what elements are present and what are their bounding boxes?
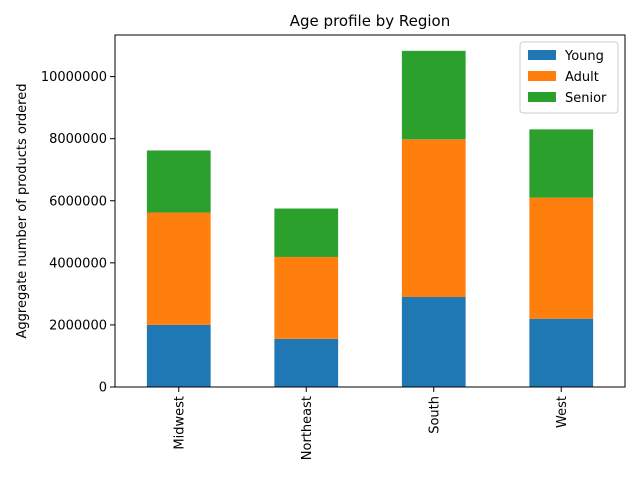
y-tick-label: 4000000 [49, 256, 107, 271]
bar-young-south [401, 296, 466, 387]
chart-title: Age profile by Region [290, 12, 450, 30]
x-axis-ticks: Midwest Northeast South West [172, 387, 570, 460]
x-tick-label: Northeast [300, 396, 315, 460]
legend: Young Adult Senior [519, 41, 619, 114]
x-tick-label: South [427, 396, 442, 434]
legend-swatch-young [528, 50, 556, 60]
bar-adult-midwest [146, 212, 211, 325]
bar-senior-south [401, 50, 466, 140]
x-tick-label: Midwest [172, 396, 187, 450]
plot-frame [114, 34, 626, 388]
legend-label-adult: Adult [565, 70, 599, 85]
legend-swatch-senior [528, 92, 556, 102]
bar-young-northeast [274, 338, 339, 387]
x-tick-label: West [555, 396, 570, 428]
bars-group [146, 50, 594, 387]
y-tick-label: 10000000 [41, 70, 107, 85]
bar-young-midwest [146, 324, 211, 387]
legend-swatch-adult [528, 71, 556, 81]
bar-senior-northeast [274, 208, 339, 257]
y-tick-label: 6000000 [49, 194, 107, 209]
y-tick-label: 8000000 [49, 132, 107, 147]
y-tick-label: 0 [99, 381, 107, 396]
bar-adult-south [401, 139, 466, 297]
y-tick-label: 2000000 [49, 318, 107, 333]
bar-adult-west [529, 197, 594, 319]
y-axis-label: Aggregate number of products ordered [15, 84, 30, 339]
bar-young-west [529, 318, 594, 387]
legend-label-young: Young [564, 49, 604, 64]
y-axis-ticks: 0 2000000 4000000 6000000 8000000 10000000 [41, 70, 115, 396]
bar-adult-northeast [274, 256, 339, 339]
bar-senior-west [529, 129, 594, 198]
bar-senior-midwest [146, 150, 211, 213]
legend-label-senior: Senior [565, 91, 607, 106]
